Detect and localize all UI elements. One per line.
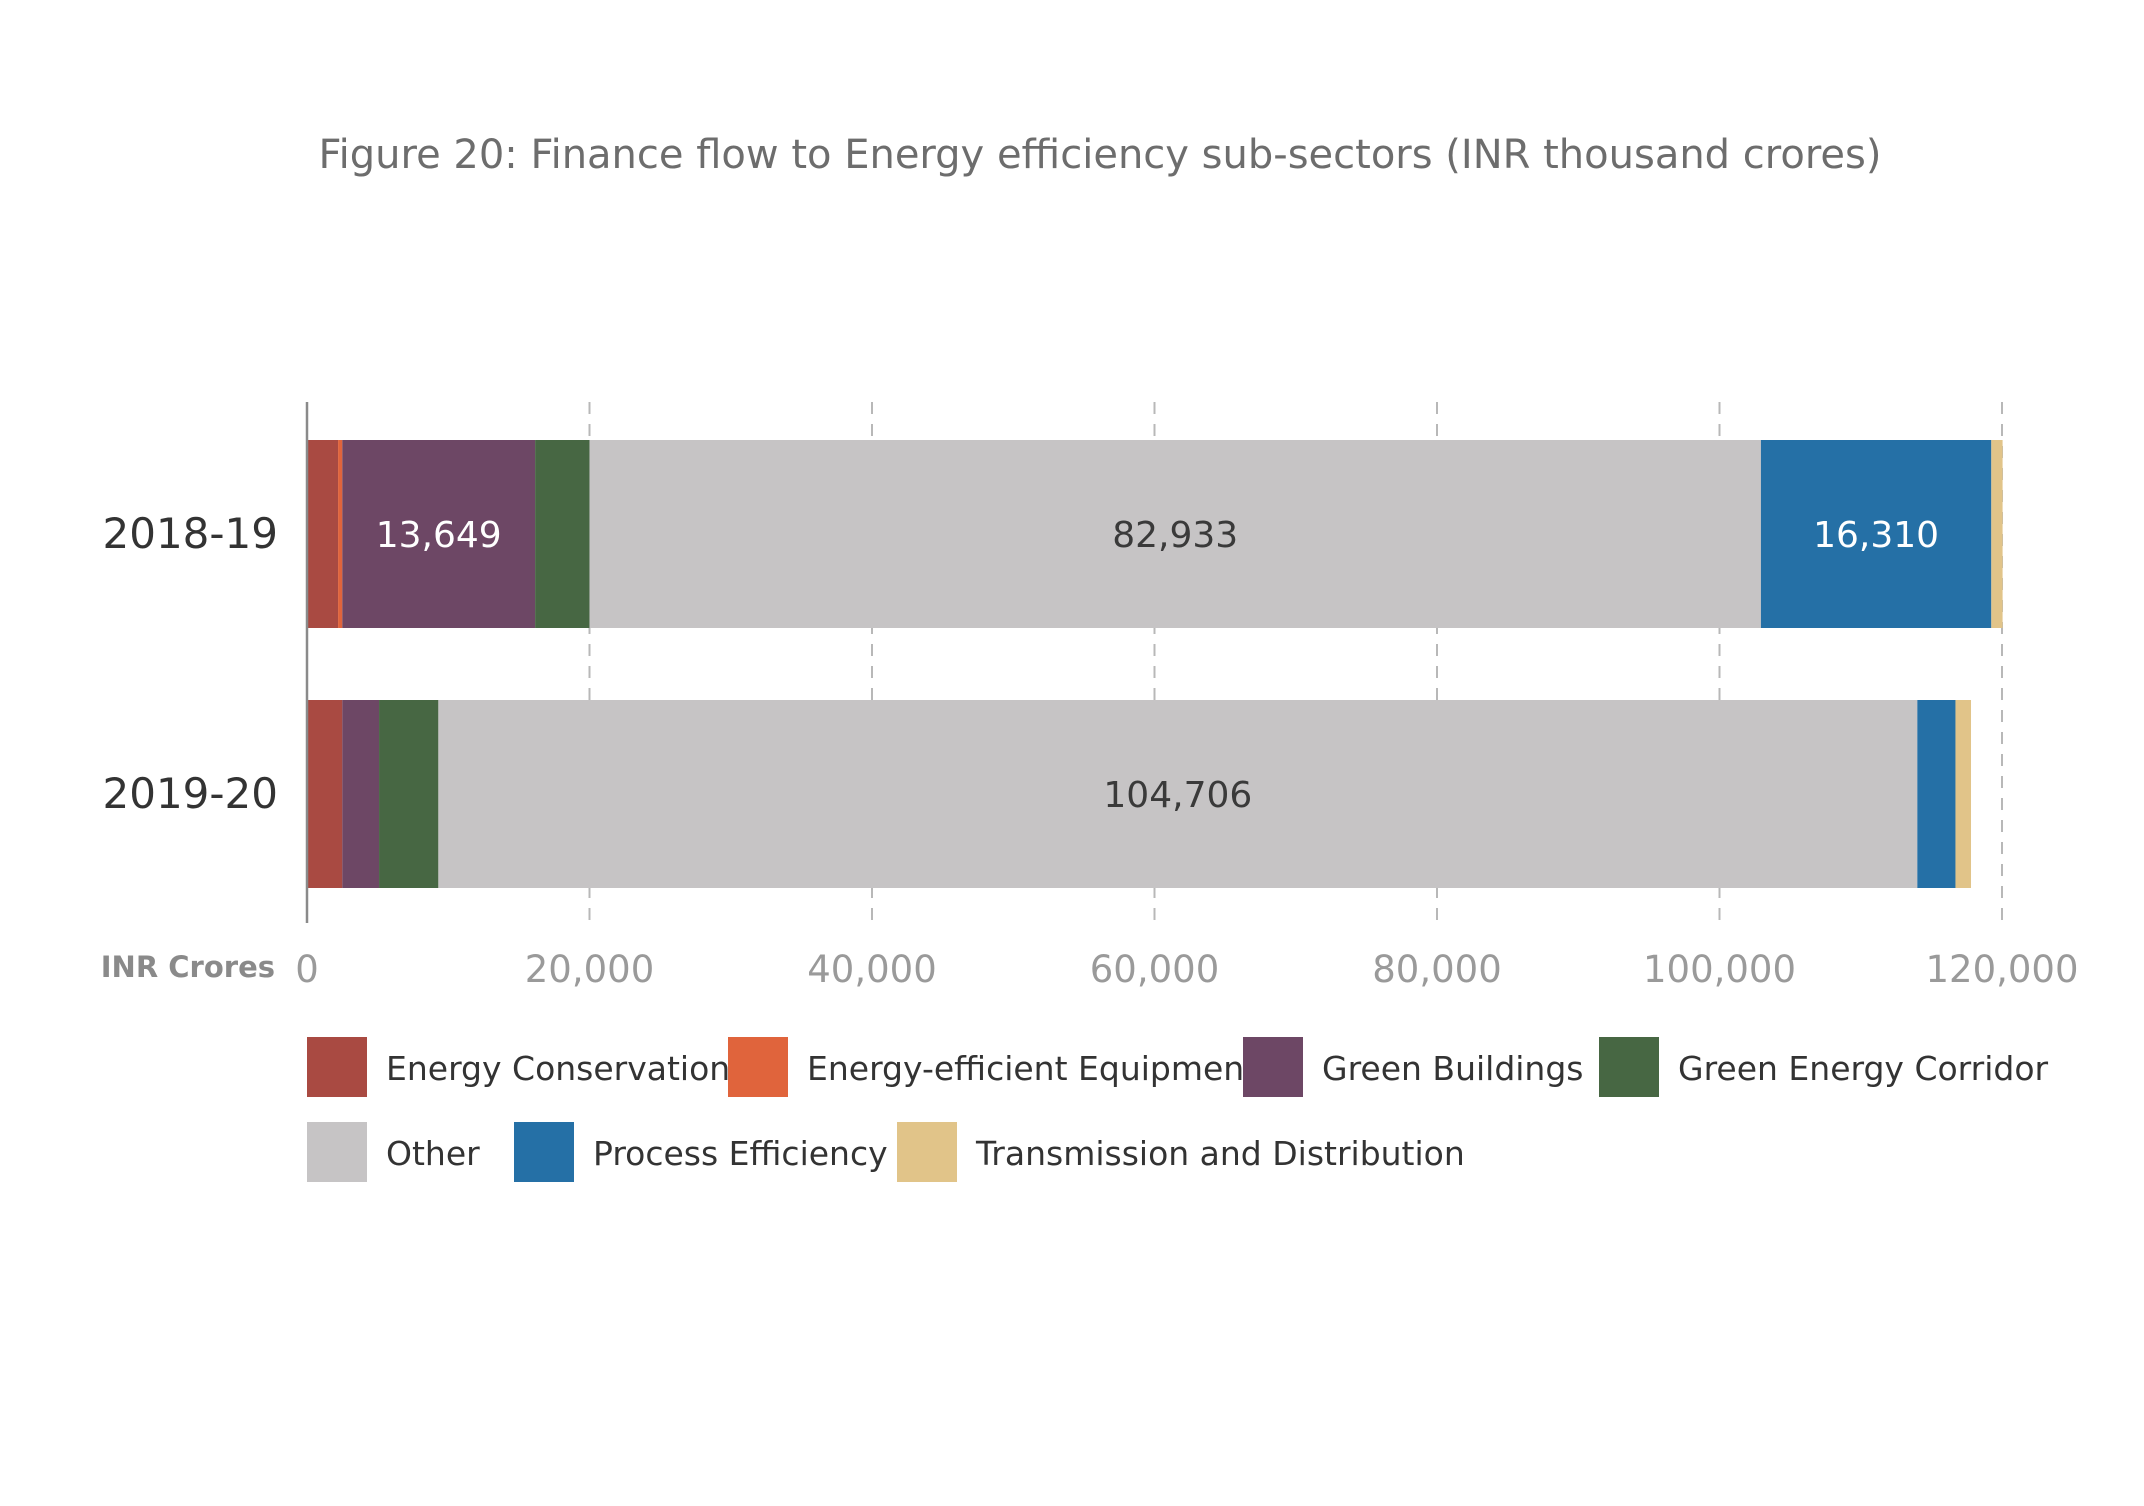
bars-layer [307, 440, 2003, 888]
legend-swatch [897, 1122, 957, 1182]
legend-label: Green Energy Corridor [1678, 1049, 2049, 1088]
chart-title: Figure 20: Finance flow to Energy effici… [319, 132, 1882, 178]
legend-swatch [514, 1122, 574, 1182]
legend-swatch [307, 1122, 367, 1182]
legend-swatch [728, 1037, 788, 1097]
data-labels-layer: 13,649 82,933 16,310 104,706 [376, 515, 1939, 816]
legend-label: Process Efficiency [593, 1134, 888, 1173]
legend-swatch [1243, 1037, 1303, 1097]
x-tick-label: 60,000 [1090, 948, 1219, 991]
bar-segment [1955, 700, 1972, 888]
x-tick-label: 40,000 [807, 948, 936, 991]
x-axis-label: INR Crores [101, 950, 275, 984]
bar-segment [342, 700, 380, 888]
legend-label: Energy-efficient Equipment [807, 1049, 1257, 1088]
x-tick-label: 100,000 [1643, 948, 1796, 991]
x-tick-label: 120,000 [1925, 948, 2078, 991]
bar-segment [307, 700, 343, 888]
y-category-label: 2018-19 [103, 509, 279, 558]
bar-segment [379, 700, 439, 888]
bar-segment [1917, 700, 1956, 888]
bar-segment [342, 440, 536, 628]
legend-label: Other [386, 1134, 480, 1173]
bar-segment [307, 440, 339, 628]
bar-segment [589, 440, 1761, 628]
data-label: 16,310 [1813, 515, 1939, 556]
y-category-label: 2019-20 [103, 769, 279, 818]
legend-label: Energy Conservation [386, 1049, 730, 1088]
legend-swatch [307, 1037, 367, 1097]
data-label: 82,933 [1112, 515, 1238, 556]
data-label: 104,706 [1103, 775, 1252, 816]
legend: Energy Conservation Energy-efficient Equi… [307, 1037, 2049, 1182]
bar-segment [535, 440, 590, 628]
bar-segment [1991, 440, 2003, 628]
x-tick-label: 0 [295, 948, 319, 991]
bar-segment [338, 440, 343, 628]
data-label: 13,649 [376, 515, 502, 556]
bar-segment [438, 700, 1918, 888]
x-tick-label: 80,000 [1372, 948, 1501, 991]
legend-label: Transmission and Distribution [975, 1134, 1465, 1173]
x-tick-label: 20,000 [525, 948, 654, 991]
legend-swatch [1599, 1037, 1659, 1097]
axis-layer: 0 20,000 40,000 60,000 80,000 100,000 120,000 2… [103, 402, 2079, 991]
bar-segment [1760, 440, 1992, 628]
legend-label: Green Buildings [1322, 1049, 1584, 1088]
